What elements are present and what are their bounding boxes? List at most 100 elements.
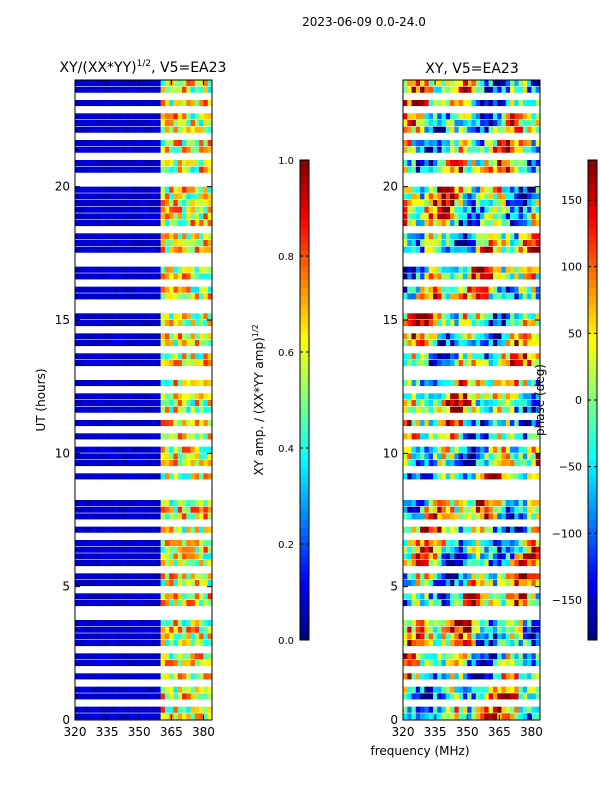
heatmap-cell bbox=[432, 333, 438, 340]
heatmap-cell bbox=[475, 200, 481, 207]
heatmap-cell bbox=[87, 353, 93, 360]
heatmap-cell bbox=[415, 233, 421, 240]
heatmap-cell bbox=[535, 600, 541, 607]
heatmap-cell bbox=[454, 233, 459, 240]
heatmap-cell bbox=[160, 546, 166, 553]
heatmap-cell bbox=[484, 653, 489, 660]
heatmap-cell bbox=[480, 126, 485, 133]
heatmap-cell bbox=[113, 473, 119, 480]
heatmap-cell bbox=[407, 140, 412, 147]
heatmap-cell bbox=[199, 633, 204, 640]
heatmap-cell bbox=[147, 453, 153, 460]
heatmap-cell bbox=[113, 460, 119, 467]
heatmap-cell bbox=[522, 626, 528, 633]
heatmap-cell bbox=[139, 193, 144, 200]
heatmap-cell bbox=[471, 333, 477, 340]
heatmap-cell bbox=[411, 166, 417, 173]
heatmap-cell bbox=[199, 313, 204, 320]
heatmap-cell bbox=[164, 420, 170, 427]
heatmap-cell bbox=[100, 453, 106, 460]
heatmap-cell bbox=[527, 193, 532, 200]
heatmap-cell bbox=[79, 693, 84, 700]
heatmap-cell bbox=[428, 553, 434, 560]
heatmap-cell bbox=[411, 313, 417, 320]
heatmap-cell bbox=[458, 233, 464, 240]
heatmap-cell bbox=[156, 380, 161, 387]
heatmap-cell bbox=[160, 653, 166, 660]
heatmap-cell bbox=[441, 580, 447, 587]
heatmap-cell bbox=[527, 206, 532, 213]
heatmap-cell bbox=[454, 120, 459, 127]
heatmap-cell bbox=[160, 453, 166, 460]
heatmap-cell bbox=[143, 246, 149, 253]
heatmap-cell bbox=[462, 626, 468, 633]
heatmap-cell bbox=[113, 80, 119, 87]
colorbar-step bbox=[588, 452, 597, 461]
colorbar-tick-label: 50 bbox=[568, 327, 582, 340]
heatmap-cell bbox=[109, 546, 114, 553]
colorbar-step bbox=[300, 317, 309, 326]
heatmap-cell bbox=[169, 220, 174, 227]
heatmap-cell bbox=[488, 433, 494, 440]
heatmap-cell bbox=[104, 513, 110, 520]
heatmap-cell bbox=[424, 220, 429, 227]
heatmap-cell bbox=[522, 553, 528, 560]
heatmap-cell bbox=[531, 113, 537, 120]
heatmap-cell bbox=[203, 400, 209, 407]
colorbar-step bbox=[588, 595, 597, 603]
heatmap-cell bbox=[164, 80, 170, 87]
heatmap-cell bbox=[454, 140, 459, 147]
heatmap-cell bbox=[75, 313, 80, 320]
heatmap-cell bbox=[130, 206, 136, 213]
heatmap-cell bbox=[104, 160, 110, 167]
heatmap-cell bbox=[130, 640, 136, 647]
heatmap-cell bbox=[139, 246, 144, 253]
heatmap-cell bbox=[190, 653, 196, 660]
heatmap-cell bbox=[104, 213, 110, 220]
heatmap-cell bbox=[173, 713, 179, 720]
heatmap-cell bbox=[100, 560, 106, 567]
heatmap-cell bbox=[454, 706, 459, 713]
heatmap-cell bbox=[203, 593, 209, 600]
heatmap-cell bbox=[177, 240, 183, 247]
heatmap-cell bbox=[454, 526, 459, 533]
heatmap-cell bbox=[432, 673, 438, 680]
heatmap-cell bbox=[450, 273, 455, 280]
heatmap-cell bbox=[203, 513, 209, 520]
heatmap-cell bbox=[117, 713, 123, 720]
heatmap-cell bbox=[156, 86, 161, 93]
heatmap-cell bbox=[194, 206, 200, 213]
heatmap-cell bbox=[510, 333, 515, 340]
heatmap-cell bbox=[424, 186, 429, 193]
heatmap-cell bbox=[104, 400, 110, 407]
heatmap-cell bbox=[173, 333, 179, 340]
heatmap-cell bbox=[471, 160, 477, 167]
heatmap-cell bbox=[126, 500, 131, 507]
heatmap-cell bbox=[522, 100, 528, 107]
heatmap-cell bbox=[471, 140, 477, 147]
heatmap-cell bbox=[432, 166, 438, 173]
heatmap-cell bbox=[505, 620, 511, 627]
heatmap-cell bbox=[462, 206, 468, 213]
heatmap-cell bbox=[492, 626, 498, 633]
heatmap-cell bbox=[203, 233, 209, 240]
heatmap-cell bbox=[104, 406, 110, 413]
heatmap-cell bbox=[194, 113, 200, 120]
heatmap-cell bbox=[475, 506, 481, 513]
heatmap-cell bbox=[96, 120, 101, 127]
heatmap-cell bbox=[501, 686, 507, 693]
heatmap-cell bbox=[428, 713, 434, 720]
heatmap-cell bbox=[411, 713, 417, 720]
heatmap-cell bbox=[194, 600, 200, 607]
heatmap-cell bbox=[467, 200, 472, 207]
heatmap-cell bbox=[514, 526, 519, 533]
heatmap-cell bbox=[190, 446, 196, 453]
heatmap-cell bbox=[173, 380, 179, 387]
colorbar-step bbox=[588, 512, 597, 521]
heatmap-cell bbox=[152, 626, 157, 633]
heatmap-cell bbox=[126, 320, 131, 327]
heatmap-cell bbox=[96, 293, 101, 300]
heatmap-cell bbox=[199, 653, 204, 660]
heatmap-cell bbox=[527, 126, 532, 133]
heatmap-cell bbox=[403, 273, 408, 280]
